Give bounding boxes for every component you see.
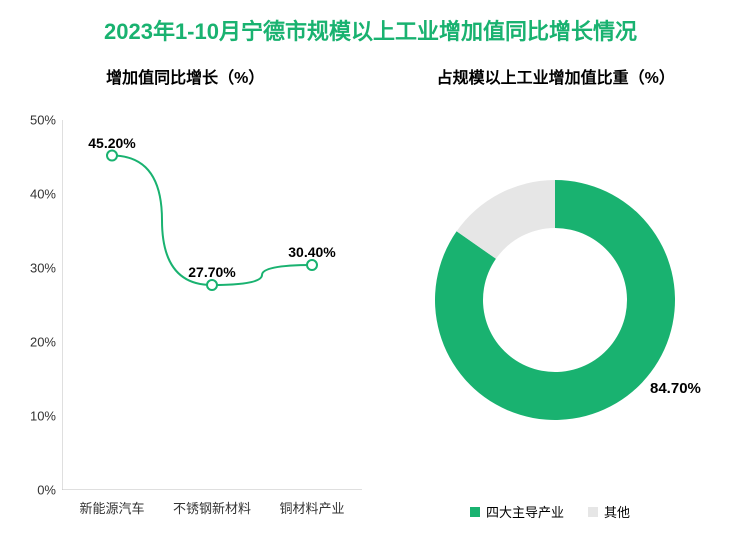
legend-item: 四大主导产业 <box>470 502 564 521</box>
legend-swatch <box>470 507 480 517</box>
donut-value-label: 84.70% <box>650 380 701 397</box>
legend-text: 其他 <box>604 502 630 521</box>
legend-swatch <box>588 507 598 517</box>
donut-legend: 四大主导产业 其他 <box>470 502 630 521</box>
legend-text: 四大主导产业 <box>486 502 564 521</box>
legend-item: 其他 <box>588 502 630 521</box>
donut-chart <box>0 0 741 556</box>
